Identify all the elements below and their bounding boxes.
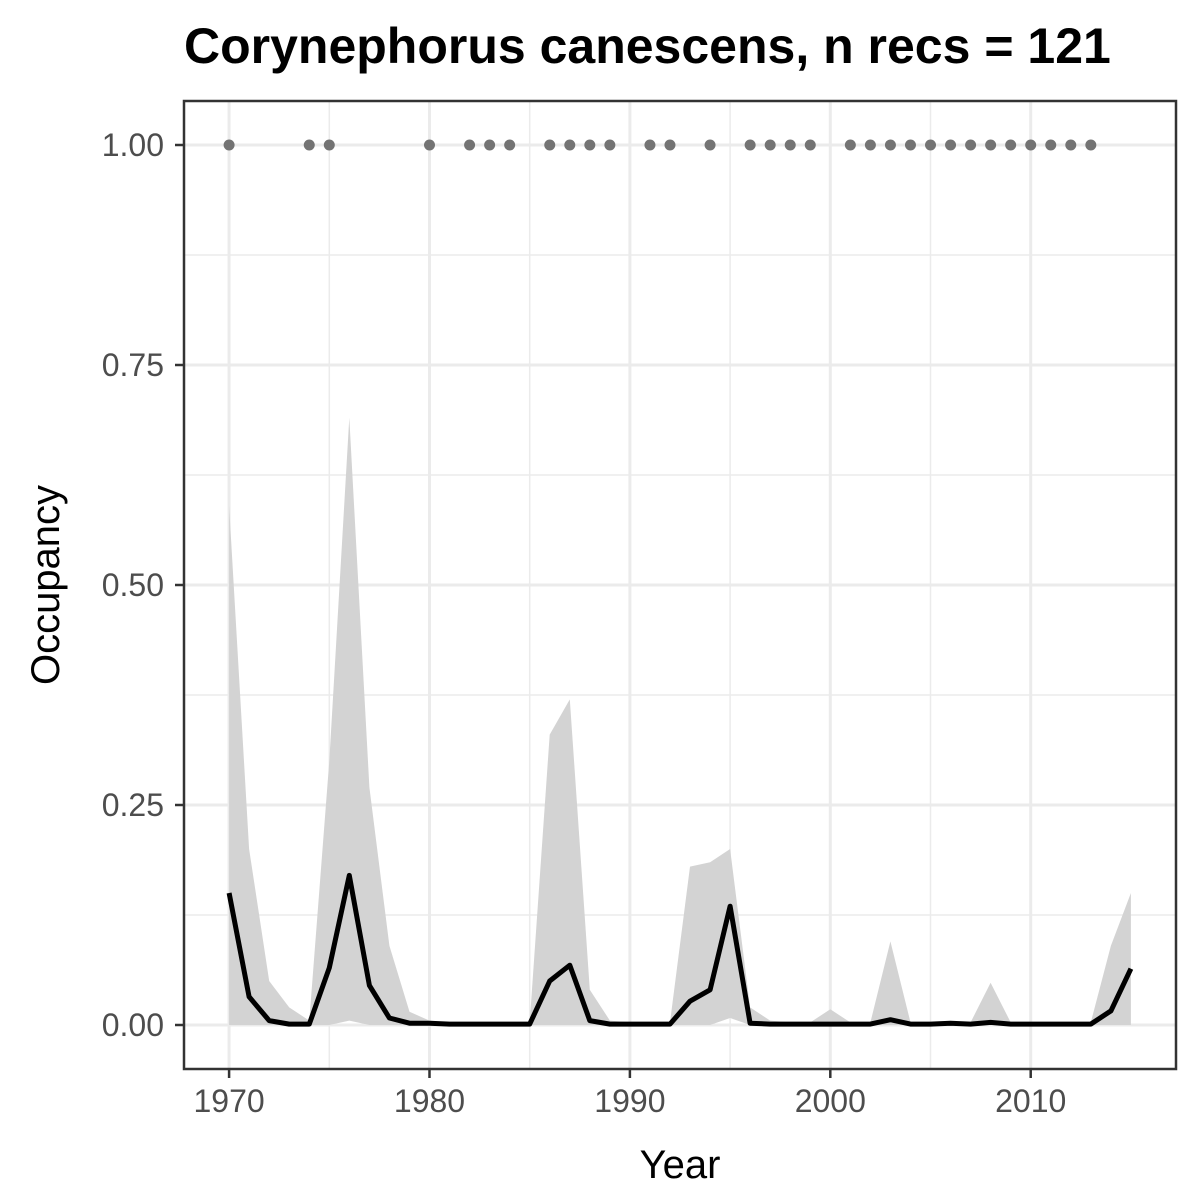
record-point <box>844 139 856 151</box>
x-axis: 1970 1980 1990 2000 2010 <box>193 1069 1066 1119</box>
record-point <box>864 139 876 151</box>
record-point <box>744 139 756 151</box>
record-point <box>544 139 556 151</box>
x-axis-title: Year <box>640 1143 721 1187</box>
record-point <box>303 139 315 151</box>
record-point <box>223 139 235 151</box>
occupancy-line <box>226 872 1134 1027</box>
record-point <box>704 139 716 151</box>
x-tick-label: 2000 <box>795 1083 866 1119</box>
x-tick-label: 2010 <box>995 1083 1066 1119</box>
record-point <box>564 139 576 151</box>
record-point <box>925 139 937 151</box>
x-tick-label: 1990 <box>594 1083 665 1119</box>
record-point <box>1005 139 1017 151</box>
record-point <box>884 139 896 151</box>
y-axis: 0.00 0.25 0.50 0.75 1.00 <box>102 127 184 1043</box>
record-point <box>664 139 676 151</box>
record-point <box>1025 139 1037 151</box>
record-point <box>423 139 435 151</box>
record-point <box>904 139 916 151</box>
record-point <box>985 139 997 151</box>
chart-title: Corynephorus canescens, n recs = 121 <box>184 18 1111 74</box>
x-tick-label: 1980 <box>394 1083 465 1119</box>
record-point <box>784 139 796 151</box>
record-point <box>804 139 816 151</box>
record-points <box>223 139 1097 151</box>
record-point <box>484 139 496 151</box>
record-point <box>945 139 957 151</box>
record-point <box>1045 139 1057 151</box>
confidence-ribbon <box>229 417 1131 1025</box>
y-tick-label: 0.50 <box>102 567 164 603</box>
y-axis-title: Occupancy <box>24 485 68 685</box>
record-point <box>965 139 977 151</box>
record-point <box>323 139 335 151</box>
record-point <box>1085 139 1097 151</box>
record-point <box>464 139 476 151</box>
x-tick-label: 1970 <box>193 1083 264 1119</box>
record-point <box>1065 139 1077 151</box>
record-point <box>644 139 656 151</box>
record-point <box>584 139 596 151</box>
y-tick-label: 0.00 <box>102 1007 164 1043</box>
record-point <box>504 139 516 151</box>
record-point <box>604 139 616 151</box>
y-tick-label: 0.25 <box>102 787 164 823</box>
record-point <box>764 139 776 151</box>
y-tick-label: 0.75 <box>102 347 164 383</box>
y-tick-label: 1.00 <box>102 127 164 163</box>
